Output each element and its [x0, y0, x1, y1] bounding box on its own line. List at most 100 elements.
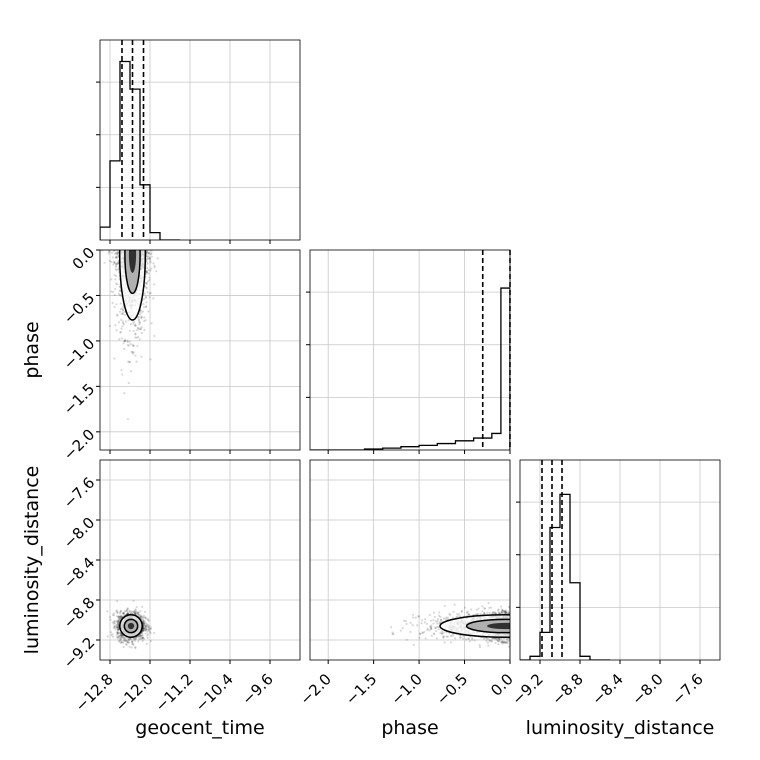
- scatter-point: [115, 252, 119, 255]
- y-tick-label: −1.5: [60, 380, 98, 418]
- scatter-point: [432, 622, 435, 625]
- scatter-point: [126, 609, 129, 612]
- scatter-point: [120, 614, 123, 617]
- scatter-point: [114, 256, 117, 259]
- scatter-point: [114, 275, 118, 278]
- scatter-point: [113, 620, 116, 624]
- scatter-point: [120, 634, 123, 637]
- scatter-point: [121, 311, 125, 314]
- scatter-point: [113, 626, 116, 630]
- scatter-point: [118, 612, 121, 615]
- scatter-point: [498, 637, 501, 640]
- scatter-point: [500, 605, 503, 608]
- scatter-point: [391, 633, 394, 636]
- scatter-point: [135, 636, 138, 639]
- scatter-point: [134, 608, 137, 611]
- scatter-point: [128, 610, 131, 613]
- y-tick-label: −0.5: [60, 289, 98, 327]
- scatter-point: [483, 607, 486, 610]
- density-core: [127, 622, 135, 630]
- scatter-point: [117, 251, 120, 254]
- scatter-point: [108, 250, 111, 253]
- scatter-point: [145, 623, 148, 626]
- scatter-point: [116, 619, 119, 622]
- scatter-point: [134, 323, 137, 326]
- scatter-point: [137, 316, 140, 319]
- scatter-point: [123, 313, 127, 317]
- scatter-point: [500, 641, 503, 644]
- scatter-point: [120, 635, 123, 638]
- scatter-point: [117, 623, 120, 627]
- scatter-point: [504, 610, 507, 614]
- scatter-point: [117, 621, 120, 624]
- scatter-point: [429, 619, 433, 622]
- scatter-point: [504, 610, 507, 613]
- scatter-point: [490, 606, 493, 609]
- scatter-point: [149, 627, 152, 631]
- scatter-point: [404, 619, 407, 623]
- scatter-point: [131, 640, 134, 643]
- scatter-point: [141, 633, 144, 637]
- scatter-point: [110, 260, 113, 264]
- scatter-point: [134, 646, 137, 649]
- scatter-point: [145, 628, 148, 631]
- scatter-point: [488, 611, 491, 615]
- scatter-point: [119, 611, 122, 614]
- scatter-point: [140, 316, 143, 319]
- scatter-point: [115, 303, 118, 306]
- scatter-point: [143, 316, 146, 319]
- scatter-point: [438, 611, 441, 614]
- scatter-point: [131, 640, 134, 643]
- scatter-point: [498, 612, 501, 615]
- scatter-point: [111, 613, 115, 616]
- scatter-point: [145, 282, 149, 285]
- scatter-point: [137, 638, 141, 641]
- scatter-point: [144, 632, 147, 635]
- scatter-point: [129, 343, 132, 346]
- scatter-point: [436, 620, 439, 623]
- scatter-point: [507, 645, 510, 648]
- scatter-point: [146, 267, 149, 270]
- scatter-point: [146, 634, 149, 637]
- scatter-point: [124, 642, 128, 646]
- scatter-point: [430, 627, 433, 630]
- scatter-point: [114, 265, 117, 268]
- scatter-point: [125, 608, 128, 612]
- scatter-point: [107, 252, 110, 255]
- scatter-point: [467, 612, 470, 615]
- scatter-point: [119, 615, 122, 618]
- scatter-point: [501, 640, 504, 644]
- scatter-point: [146, 261, 149, 264]
- x-tick-label: −8.8: [548, 670, 586, 708]
- histogram-luminosity_distance: [520, 493, 610, 660]
- scatter-point: [143, 627, 146, 630]
- scatter-point: [111, 301, 114, 305]
- scatter-point: [475, 613, 478, 616]
- histogram-geocent_time: [100, 60, 180, 240]
- scatter-point: [433, 615, 436, 619]
- x-tick-label: −12.8: [72, 670, 117, 715]
- scatter-point: [114, 287, 117, 291]
- scatter-point: [128, 340, 131, 343]
- scatter-point: [123, 347, 126, 350]
- scatter-point: [504, 611, 508, 614]
- scatter-point: [138, 328, 141, 331]
- scatter-point: [508, 637, 510, 641]
- scatter-point: [147, 310, 150, 313]
- scatter-point: [497, 608, 500, 611]
- scatter-point: [449, 634, 453, 638]
- scatter-point: [144, 319, 147, 322]
- scatter-point: [136, 344, 139, 348]
- scatter-point: [419, 632, 422, 635]
- scatter-point: [101, 250, 104, 252]
- scatter-point: [114, 628, 117, 631]
- scatter-point: [121, 308, 124, 311]
- scatter-point: [468, 613, 471, 617]
- scatter-point: [424, 618, 427, 621]
- scatter-point: [497, 611, 500, 614]
- scatter-point: [134, 637, 137, 641]
- x-tick-label: −8.4: [588, 670, 626, 708]
- scatter-point: [504, 641, 507, 644]
- scatter-point: [110, 278, 113, 281]
- scatter-point: [140, 634, 143, 637]
